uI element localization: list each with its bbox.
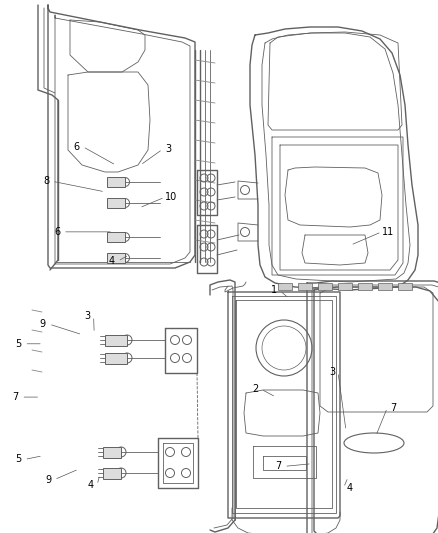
Text: 4: 4 xyxy=(346,483,353,492)
Bar xyxy=(107,198,125,208)
Text: 3: 3 xyxy=(85,311,91,321)
Bar xyxy=(105,335,127,345)
Bar xyxy=(103,467,121,479)
Bar xyxy=(107,253,125,263)
Text: 10: 10 xyxy=(165,192,177,202)
Bar xyxy=(298,283,312,290)
Text: 8: 8 xyxy=(43,176,49,186)
Bar xyxy=(105,352,127,364)
Text: 4: 4 xyxy=(88,480,94,490)
Bar xyxy=(107,232,125,242)
Text: 9: 9 xyxy=(45,475,51,484)
Text: 7: 7 xyxy=(390,403,396,413)
Text: 7: 7 xyxy=(275,462,281,471)
Text: 3: 3 xyxy=(166,144,172,154)
Text: 9: 9 xyxy=(40,319,46,329)
Text: 7: 7 xyxy=(12,392,18,402)
Text: 5: 5 xyxy=(15,455,21,464)
Text: 6: 6 xyxy=(54,227,60,237)
Bar xyxy=(378,283,392,290)
Bar xyxy=(103,447,121,457)
Bar xyxy=(107,177,125,187)
Bar xyxy=(358,283,372,290)
Text: 11: 11 xyxy=(381,227,394,237)
Bar xyxy=(398,283,412,290)
Text: 3: 3 xyxy=(329,367,335,377)
Bar xyxy=(318,283,332,290)
Text: 5: 5 xyxy=(15,339,21,349)
Text: 4: 4 xyxy=(109,256,115,266)
Text: 1: 1 xyxy=(271,286,277,295)
Bar xyxy=(338,283,352,290)
Bar xyxy=(278,283,292,290)
Text: 6: 6 xyxy=(74,142,80,151)
Text: 2: 2 xyxy=(252,384,258,394)
